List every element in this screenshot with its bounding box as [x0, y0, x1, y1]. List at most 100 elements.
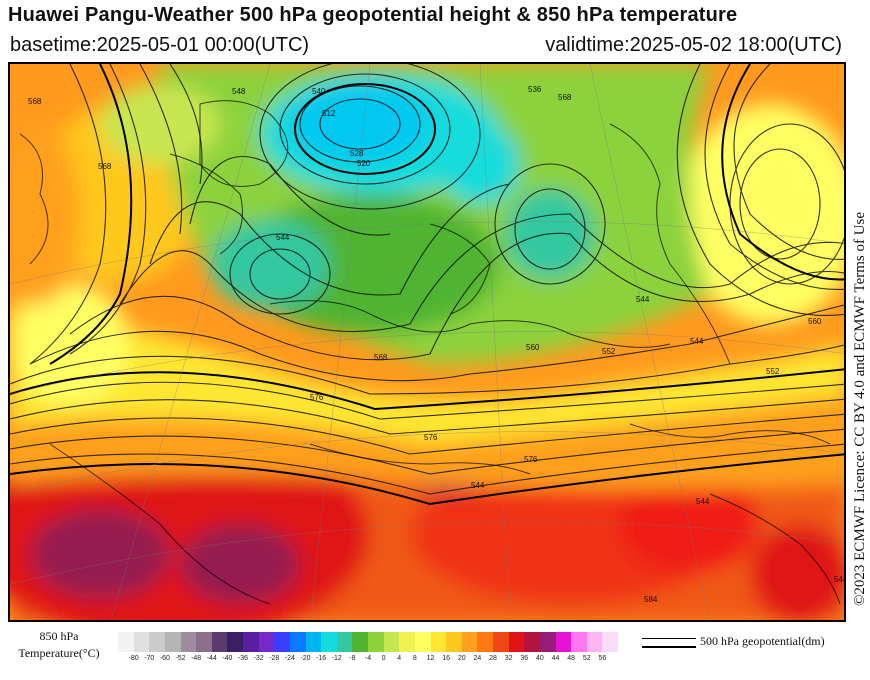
contour-label: 568: [374, 353, 388, 362]
contour-label: 544: [276, 233, 290, 242]
colorbar-swatch: [477, 632, 493, 652]
basetime-label: basetime:2025-05-01 00:00(UTC): [10, 34, 310, 56]
colorbar-swatch: [414, 632, 431, 652]
colorbar-swatch: [258, 632, 275, 652]
contour-label: 528: [350, 149, 364, 158]
colorbar-swatch: [289, 632, 306, 652]
colorbar-tick-label: 0: [381, 655, 386, 662]
contour-label: 576: [424, 433, 438, 442]
colorbar-tick-label: -48: [191, 655, 202, 662]
contour-label: 540: [312, 87, 326, 96]
colorbar-swatch: [336, 632, 353, 652]
colorbar-tick-label: 48: [567, 655, 576, 662]
colorbar-tick-label: -4: [364, 655, 372, 662]
contour-label: 552: [766, 367, 780, 376]
contour-label: 520: [357, 159, 371, 168]
chart-title: Huawei Pangu-Weather 500 hPa geopotentia…: [8, 4, 738, 26]
colorbar-tick-label: -44: [206, 655, 217, 662]
contour-label: 568: [28, 97, 42, 106]
colorbar-swatch: [164, 632, 181, 652]
contour-label: 536: [528, 85, 542, 94]
colorbar-tick-label: 56: [598, 655, 607, 662]
colorbar-tick-label: -52: [175, 655, 186, 662]
colorbar-swatch: [430, 632, 447, 652]
colorbar-swatch: [118, 632, 134, 652]
contour-label: 544: [696, 497, 710, 506]
colorbar-tick-label: 12: [426, 655, 435, 662]
contour-label: 576: [310, 393, 324, 402]
colorbar-tick-label: -12: [331, 655, 342, 662]
colorbar-tick-label: 16: [442, 655, 451, 662]
colorbar-tick-label: 28: [489, 655, 497, 662]
colorbar-swatch: [399, 632, 415, 652]
contour-label: 576: [524, 455, 538, 464]
legend-line-thick: [642, 646, 696, 648]
contour-label: 544: [834, 575, 846, 584]
legend-line-thin: [642, 638, 696, 639]
colorbar-swatch: [227, 632, 243, 652]
contour-label: 544: [690, 337, 704, 346]
colorbar-swatch: [368, 632, 384, 652]
contour-label: 544: [471, 481, 485, 490]
colorbar-swatch: [555, 632, 572, 652]
colorbar-swatch: [571, 632, 587, 652]
colorbar-swatch: [602, 632, 618, 652]
colorbar-swatch: [586, 632, 603, 652]
temperature-colorbar: [118, 632, 618, 652]
colorbar-tick-label: 24: [473, 655, 482, 662]
colorbar-swatch: [133, 632, 150, 652]
colorbar-tick-label: -28: [269, 655, 280, 662]
colorbar-label: 850 hPa Temperature(°C): [4, 628, 114, 662]
colorbar-tick-label: 32: [504, 655, 513, 662]
colorbar-swatch: [243, 632, 259, 652]
colorbar-tick-label: 8: [412, 655, 417, 662]
colorbar-swatch: [321, 632, 337, 652]
colorbar-label-line1: 850 hPa: [39, 629, 79, 643]
colorbar-swatch: [180, 632, 197, 652]
colorbar-tick-label: -32: [253, 655, 264, 662]
colorbar-swatch: [305, 632, 322, 652]
colorbar-tick-label: 20: [457, 655, 466, 662]
colorbar-tick-label: -24: [284, 655, 295, 662]
colorbar-swatch: [508, 632, 525, 652]
colorbar-label-line2: Temperature(°C): [18, 646, 100, 660]
colorbar-tick-label: -60: [159, 655, 170, 662]
colorbar-tick-label: 44: [551, 655, 560, 662]
colorbar-swatch: [196, 632, 212, 652]
contour-label: 552: [602, 347, 616, 356]
contour-label: 560: [526, 343, 540, 352]
colorbar-tick-label: 52: [582, 655, 591, 662]
colorbar-swatch: [274, 632, 290, 652]
colorbar-swatch: [446, 632, 462, 652]
contour-label: 568: [98, 162, 112, 171]
legend-label: 500 hPa geopotential(dm): [700, 634, 825, 648]
colorbar-swatch: [352, 632, 368, 652]
colorbar-swatch: [383, 632, 400, 652]
colorbar-swatch: [539, 632, 556, 652]
credit-text: ©2023 ECMWF Licence: CC BY 4.0 and ECMWF…: [852, 211, 868, 606]
colorbar-tick-label: -8: [349, 655, 356, 662]
colorbar-tick-label: -70: [144, 655, 155, 662]
colorbar-tick-label: -20: [300, 655, 311, 662]
colorbar-tick-label: 40: [535, 655, 544, 662]
colorbar-tick-label: -16: [316, 655, 327, 662]
colorbar-tick-label: -36: [237, 655, 249, 662]
colorbar-ticks: -80 -70 -60 -52 -48 -44 -40 -36 -32 -28 -24 -20 -16-…: [118, 655, 618, 667]
validtime-label: validtime:2025-05-02 18:00(UTC): [545, 34, 842, 56]
colorbar-swatch: [524, 632, 540, 652]
weather-map: 568 568 548 540 512 528 520 544 552 544 …: [8, 62, 846, 622]
colorbar-swatch: [211, 632, 228, 652]
colorbar-swatch: [493, 632, 509, 652]
colorbar-swatch: [461, 632, 478, 652]
colorbar-tick-label: 4: [397, 655, 402, 662]
colorbar-swatch: [149, 632, 165, 652]
contour-label: 544: [636, 295, 650, 304]
contour-label: 548: [232, 87, 246, 96]
colorbar-tick-label: -40: [222, 655, 233, 662]
colorbar-tick-label: -80: [128, 655, 139, 662]
contour-label: 560: [808, 317, 822, 326]
contour-label: 584: [644, 595, 658, 604]
colorbar-tick-label: 36: [520, 655, 529, 662]
contour-label: 512: [322, 109, 336, 118]
contour-label: 568: [558, 93, 572, 102]
